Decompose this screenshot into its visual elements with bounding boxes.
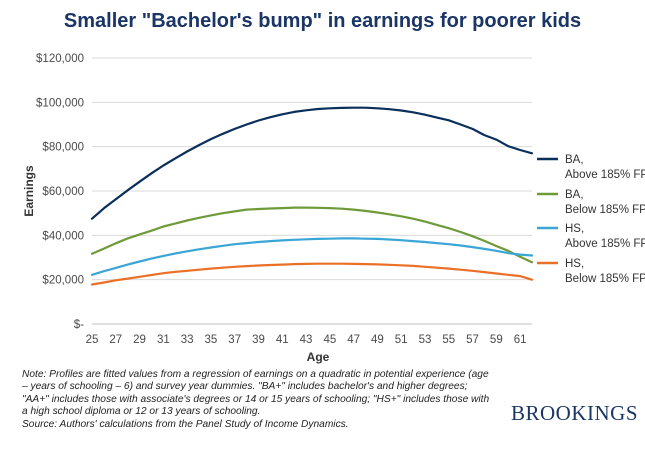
- series-line-4: [90, 262, 534, 286]
- x-tick-label: 59: [490, 334, 503, 346]
- y-axis-title: Earnings: [22, 165, 36, 217]
- y-tick-label: $100,000: [36, 97, 84, 109]
- footnote: Note: Profiles are fitted values from a …: [22, 369, 512, 431]
- legend-label: BA, Below 185% FPL: [565, 189, 645, 216]
- x-tick-label: 41: [276, 334, 289, 346]
- x-tick-label: 57: [466, 334, 479, 346]
- footnote-line: Note: Profiles are fitted values from a …: [22, 369, 489, 380]
- legend-label: HS,Above 185% FPL: [565, 223, 645, 250]
- legend: BA,Above 185% FPL BA,Below 185% FPL HS,Abo…: [537, 154, 645, 285]
- footnote-line: "AA+" includes those with associate's de…: [22, 393, 490, 405]
- y-tick-label: $60,000: [42, 186, 84, 198]
- brookings-logo: BROOKINGS: [511, 401, 639, 425]
- footnote-line: a high school diploma or 12 or 13 years …: [22, 406, 261, 418]
- y-tick-label: $-: [74, 319, 84, 331]
- x-tick-label: 43: [300, 334, 313, 346]
- x-axis-ticks: 25 27 29 31 33 35 37 39 41 43 45 47 49 51 53 55 57 59 61: [86, 334, 527, 346]
- gridlines: [92, 57, 532, 325]
- x-tick-label: 53: [419, 334, 432, 346]
- series-lines: [90, 106, 534, 286]
- legend-label: BA,Above 185% FPL: [565, 154, 645, 181]
- x-tick-label: 33: [181, 334, 194, 346]
- legend-label: HS, Below 185% FPL: [565, 258, 645, 285]
- x-tick-label: 47: [347, 334, 360, 346]
- y-tick-label: $40,000: [42, 230, 84, 242]
- series-line-3: [90, 237, 534, 276]
- y-tick-label: $80,000: [42, 142, 84, 154]
- y-tick-label: $120,000: [36, 53, 84, 65]
- chart-title: Smaller "Bachelor's bump" in earnings fo…: [63, 10, 582, 32]
- x-tick-label: 37: [228, 334, 241, 346]
- x-tick-label: 31: [157, 334, 170, 346]
- series-line-2: [90, 206, 534, 264]
- series-line-1: [90, 106, 534, 220]
- x-tick-label: 49: [371, 334, 384, 346]
- y-tick-label: $20,000: [42, 275, 84, 287]
- footnote-line: – years of schooling – 6) and survey yea…: [22, 381, 468, 393]
- x-tick-label: 39: [252, 334, 265, 346]
- x-tick-label: 61: [514, 334, 527, 346]
- x-tick-label: 29: [133, 334, 146, 346]
- x-tick-label: 45: [323, 334, 336, 346]
- x-tick-label: 27: [109, 334, 122, 346]
- y-axis-ticks: $- $20,000 $40,000 $60,000 $80,000 $100,000 $1…: [36, 53, 84, 331]
- x-tick-label: 51: [395, 334, 408, 346]
- x-axis-title: Age: [307, 350, 330, 364]
- footnote-line: Source: Authors' calculations from the P…: [22, 418, 349, 430]
- x-tick-label: 35: [205, 334, 218, 346]
- x-tick-label: 55: [442, 334, 455, 346]
- x-tick-label: 25: [86, 334, 99, 346]
